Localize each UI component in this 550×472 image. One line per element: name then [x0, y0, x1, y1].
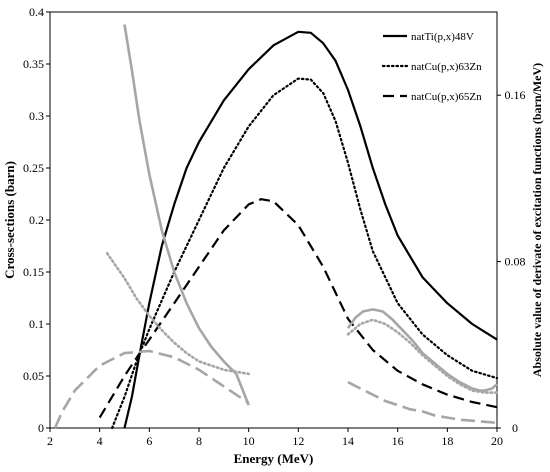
derivative-curve-dotted-6 — [346, 318, 499, 394]
derivative-curve-solid-3 — [123, 24, 250, 406]
legend: natTi(p,x)48V natCu(p,x)63Zn natCu(p,x)65Z… — [381, 31, 482, 103]
derivative-curve-dashed-8 — [347, 381, 498, 425]
derivative-curve-solid-4 — [346, 308, 498, 392]
legend-label-0: natTi(p,x)48V — [411, 31, 474, 43]
plot-frame — [49, 11, 498, 429]
y-tick-label: 0.3 — [29, 109, 44, 123]
derivative-curve-dashed-7 — [53, 349, 250, 429]
series-line-2 — [98, 198, 498, 419]
y-tick-label: 0.15 — [23, 265, 44, 279]
x-tick-label: 14 — [342, 434, 354, 448]
y-tick-label: 0 — [38, 421, 44, 435]
x-tick-label: 10 — [243, 434, 255, 448]
x-tick-label: 6 — [146, 434, 152, 448]
y-axis-title: Cross-sections (barn) — [2, 161, 17, 279]
derivative-curve-dotted-5 — [105, 252, 250, 376]
y-tick-label: 0.1 — [29, 317, 44, 331]
y-tick-label: 0.4 — [29, 5, 44, 19]
x-tick-label: 4 — [97, 434, 103, 448]
y2-axis-title: Absolute value of derivate of excitation… — [530, 63, 544, 377]
series-layer — [53, 24, 499, 430]
x-tick-label: 2 — [47, 434, 53, 448]
y2-tick-label: 0 — [512, 421, 518, 435]
y-tick-label: 0.2 — [29, 213, 44, 227]
y-tick-label: 0.25 — [23, 161, 44, 175]
x-axis-title: Energy (MeV) — [234, 451, 314, 466]
axes — [46, 11, 501, 432]
x-tick-label: 8 — [196, 434, 202, 448]
y-tick-label: 0.35 — [23, 57, 44, 71]
x-tick-label: 12 — [292, 434, 304, 448]
series-line-0 — [123, 30, 498, 429]
tick-labels: 2 4 6 8 10 12 14 16 18 20 0 0.05 0.1 0.15 0.2 0.25 0.3 0.… — [23, 5, 526, 448]
y2-tick-label: 0.16 — [505, 88, 526, 102]
series-line-1 — [110, 77, 499, 430]
legend-label-1: natCu(p,x)63Zn — [411, 61, 482, 73]
y2-tick-label: 0.08 — [505, 255, 526, 269]
x-tick-label: 20 — [491, 434, 503, 448]
x-tick-label: 16 — [392, 434, 404, 448]
y-tick-label: 0.05 — [23, 369, 44, 383]
legend-label-2: natCu(p,x)65Zn — [411, 91, 482, 103]
x-tick-label: 18 — [441, 434, 453, 448]
